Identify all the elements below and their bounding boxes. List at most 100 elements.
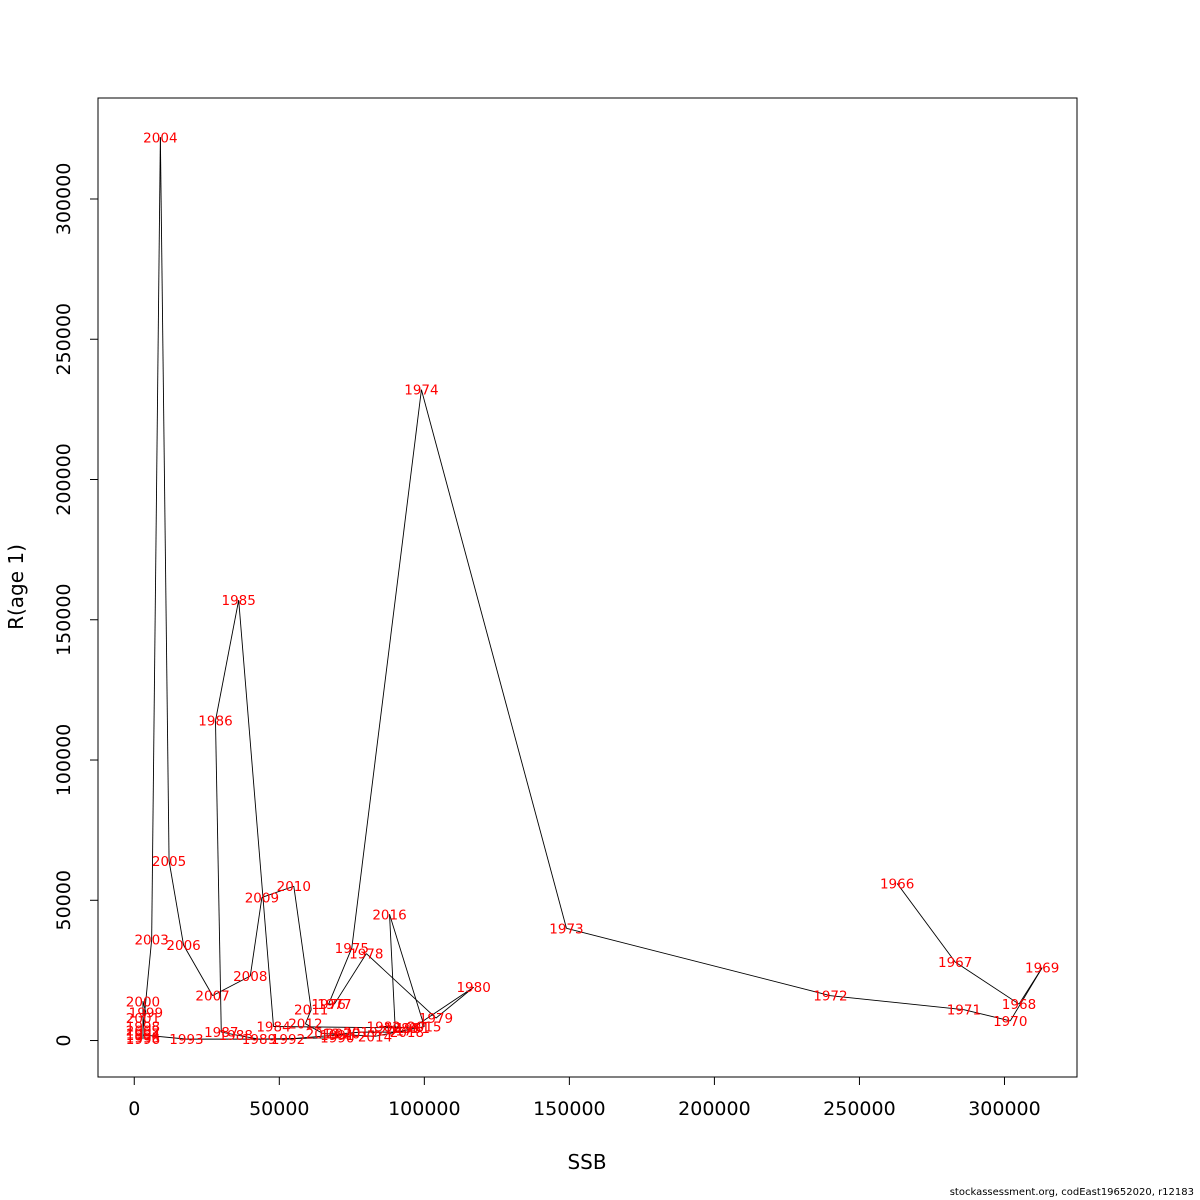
year-label-1986: 1986 (198, 714, 232, 730)
x-tick-label: 300000 (968, 1098, 1041, 1120)
axis-ticks: 0 50000 100000 150000 200000 250000 300000 0 500… (53, 163, 1041, 1120)
y-tick-label: 50000 (53, 870, 75, 930)
x-tick-label: 50000 (249, 1098, 309, 1120)
year-label-1984: 1984 (256, 1020, 290, 1036)
trajectory-segment (896, 883, 956, 963)
x-tick-label: 150000 (533, 1098, 606, 1120)
year-label-2001: 2001 (126, 1011, 160, 1027)
year-label-1980: 1980 (456, 980, 490, 996)
trajectory-segment (215, 720, 222, 1033)
trajectory-segment (183, 944, 213, 996)
trajectory-segment (159, 137, 170, 862)
year-label-1974: 1974 (404, 383, 438, 399)
year-label-2012: 2012 (288, 1017, 322, 1033)
year-label-1975: 1975 (335, 941, 369, 957)
trajectory-lines (142, 137, 1043, 1040)
trajectory-segment (293, 886, 312, 1010)
trajectory-segment (142, 939, 153, 1031)
year-label-1987: 1987 (204, 1025, 238, 1041)
trajectory-segment (435, 986, 474, 1019)
trajectory-segment (238, 600, 274, 1027)
year-label-1967: 1967 (938, 955, 972, 971)
year-label-1994: 1994 (126, 1028, 160, 1044)
x-tick-label: 200000 (678, 1098, 751, 1120)
trajectory-segment (1009, 967, 1043, 1022)
trajectory-segment (142, 1034, 187, 1040)
year-label-1982: 1982 (367, 1020, 401, 1036)
year-label-1970: 1970 (993, 1014, 1027, 1030)
trajectory-segment (287, 1034, 338, 1040)
trajectory-segment (389, 914, 425, 1027)
year-label-2019: 2019 (343, 1025, 377, 1041)
year-label-2008: 2008 (233, 969, 267, 985)
year-label-1991: 1991 (320, 1028, 354, 1044)
x-tick-label: 100000 (388, 1098, 461, 1120)
trajectory-segment (261, 885, 294, 898)
trajectory-segment (389, 914, 396, 1031)
y-tick-label: 250000 (53, 303, 75, 376)
trajectory-segment (420, 389, 567, 929)
trajectory-segment (343, 1031, 361, 1034)
year-label-1985: 1985 (222, 593, 256, 609)
year-label-1972: 1972 (813, 989, 847, 1005)
trajectory-segment (305, 1023, 324, 1034)
year-label-1978: 1978 (349, 947, 383, 963)
y-tick-label: 150000 (53, 583, 75, 656)
year-label-2010: 2010 (277, 879, 311, 895)
trajectory-segment (366, 953, 437, 1019)
year-label-1981: 1981 (396, 1021, 430, 1037)
year-label-2016: 2016 (372, 907, 406, 923)
year-label-2013: 2013 (306, 1027, 340, 1043)
year-label-1971: 1971 (947, 1003, 981, 1019)
plot-frame (97, 97, 1078, 1078)
year-label-1996: 1996 (126, 1032, 160, 1048)
year-label-1989: 1989 (242, 1032, 276, 1048)
year-label-1990: 1990 (320, 1031, 354, 1047)
year-label-2014: 2014 (358, 1029, 392, 1045)
trajectory-segment (235, 1034, 260, 1040)
year-label-1979: 1979 (419, 1011, 453, 1027)
y-tick-label: 0 (53, 1034, 75, 1046)
trajectory-segment (954, 961, 1020, 1005)
trajectory-segment (151, 137, 161, 940)
trajectory-segment (168, 860, 185, 946)
year-label-2004: 2004 (143, 130, 177, 146)
trajectory-segment (215, 600, 240, 721)
trajectory-segment (566, 927, 831, 997)
y-axis-label: R(age 1) (4, 544, 28, 630)
y-tick-label: 100000 (53, 724, 75, 797)
year-label-1968: 1968 (1002, 997, 1036, 1013)
year-label-1993: 1993 (169, 1032, 203, 1048)
year-label-1995: 1995 (126, 1031, 160, 1047)
year-label-1977: 1977 (317, 997, 351, 1013)
trajectory-segment (249, 897, 263, 977)
trajectory-segment (142, 1001, 147, 1013)
x-tick-label: 250000 (823, 1098, 896, 1120)
year-label-2009: 2009 (245, 890, 279, 906)
year-label-1976: 1976 (311, 997, 345, 1013)
year-label-2015: 2015 (407, 1020, 441, 1036)
y-tick-label: 200000 (53, 443, 75, 516)
year-label-1969: 1969 (1025, 961, 1059, 977)
year-label-1997: 1997 (126, 1027, 160, 1043)
trajectory-segment (830, 995, 964, 1011)
trajectory-segment (273, 1026, 402, 1029)
x-axis-label: SSB (567, 1150, 606, 1174)
trajectory-segment (351, 389, 422, 949)
year-label-2018: 2018 (390, 1025, 424, 1041)
year-label-1988: 1988 (219, 1028, 253, 1044)
year-label-1966: 1966 (880, 876, 914, 892)
year-label-2002: 2002 (126, 1024, 160, 1040)
year-label-2020: 2020 (326, 1027, 360, 1043)
year-labels: 1966 1967 1968 1969 1970 1971 1972 1973 1974 1975… (126, 130, 1060, 1048)
trajectory-segment (328, 947, 353, 1005)
trajectory-segment (221, 1031, 236, 1036)
trajectory-segment (322, 1033, 376, 1037)
year-label-2017: 2017 (378, 1024, 412, 1040)
year-label-2007: 2007 (195, 989, 229, 1005)
year-label-1999: 1999 (129, 1005, 163, 1021)
year-label-2005: 2005 (152, 854, 186, 870)
y-tick-label: 300000 (53, 163, 75, 236)
year-label-2000: 2000 (126, 994, 160, 1010)
